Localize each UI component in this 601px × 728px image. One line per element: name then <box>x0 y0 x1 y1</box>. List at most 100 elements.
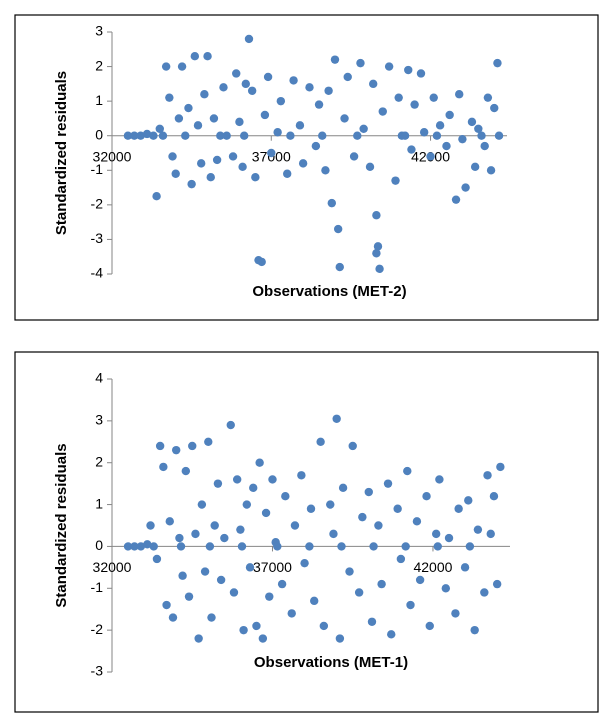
point <box>277 579 287 589</box>
point <box>311 141 321 151</box>
y-axis-title: Standardized residuals <box>53 443 70 607</box>
point <box>494 131 504 140</box>
x-tick-label: 42000 <box>413 559 452 575</box>
x-tick-label: 37000 <box>253 559 292 575</box>
point <box>319 621 329 631</box>
point <box>310 596 319 606</box>
point <box>247 86 257 95</box>
point <box>359 124 368 133</box>
point <box>343 72 352 82</box>
point <box>298 159 308 168</box>
point <box>297 471 306 480</box>
point <box>415 575 425 585</box>
point <box>406 600 415 610</box>
y-tick-label: -2 <box>91 621 104 637</box>
point <box>480 588 489 597</box>
point <box>245 563 255 572</box>
point <box>235 117 244 127</box>
point <box>378 107 387 116</box>
point <box>435 475 444 484</box>
point <box>433 542 442 551</box>
point <box>193 121 203 130</box>
point <box>394 93 403 102</box>
point <box>300 558 309 568</box>
point <box>384 62 394 71</box>
point <box>191 529 200 539</box>
point <box>403 466 412 476</box>
point <box>464 496 473 505</box>
point <box>338 483 348 493</box>
point <box>237 542 247 551</box>
y-tick-label: -1 <box>91 161 104 177</box>
point <box>184 103 193 113</box>
point <box>451 195 461 204</box>
point <box>143 540 152 549</box>
point <box>152 192 161 201</box>
point <box>486 529 495 539</box>
point <box>372 211 381 220</box>
point <box>203 52 212 61</box>
point <box>146 521 155 530</box>
point <box>226 420 235 430</box>
point <box>329 529 338 539</box>
point <box>130 542 139 551</box>
point <box>465 542 475 551</box>
point <box>470 625 479 635</box>
point <box>130 131 139 140</box>
point <box>316 437 325 446</box>
point <box>290 521 300 530</box>
point <box>207 613 216 622</box>
point <box>401 542 410 551</box>
point <box>422 492 431 501</box>
point <box>358 512 367 522</box>
point <box>239 625 248 635</box>
y-tick-label: 3 <box>95 412 103 428</box>
point <box>209 114 219 123</box>
point <box>467 117 477 127</box>
point <box>306 504 316 513</box>
point <box>419 128 429 137</box>
point <box>407 145 416 154</box>
point <box>273 542 282 551</box>
point <box>493 58 502 68</box>
point <box>332 414 341 423</box>
x-axis-title: Observations (MET-1) <box>254 654 408 671</box>
point <box>335 262 344 272</box>
point <box>242 500 252 509</box>
point <box>445 110 454 120</box>
point <box>349 152 359 161</box>
point <box>273 128 282 137</box>
point <box>305 542 314 551</box>
point <box>287 609 296 618</box>
point <box>473 525 483 534</box>
point <box>136 542 146 551</box>
point <box>152 554 162 564</box>
point <box>238 162 247 172</box>
chart-frame <box>14 351 599 713</box>
point <box>219 83 228 92</box>
point <box>337 542 346 551</box>
point <box>204 437 213 446</box>
point <box>289 76 298 85</box>
point <box>149 131 158 140</box>
point <box>283 169 292 178</box>
point <box>377 579 386 589</box>
point <box>460 563 470 572</box>
point <box>228 152 238 161</box>
point <box>305 83 314 92</box>
point <box>232 69 241 78</box>
point <box>441 584 451 593</box>
point <box>429 93 438 102</box>
y-tick-label: 4 <box>95 370 103 386</box>
point <box>470 162 480 172</box>
point <box>281 492 290 501</box>
point <box>391 176 400 185</box>
point <box>458 134 467 144</box>
point <box>396 554 406 564</box>
point <box>261 508 271 518</box>
point <box>241 79 250 89</box>
point <box>239 131 249 140</box>
point <box>444 533 454 543</box>
y-tick-label: -4 <box>91 265 104 281</box>
